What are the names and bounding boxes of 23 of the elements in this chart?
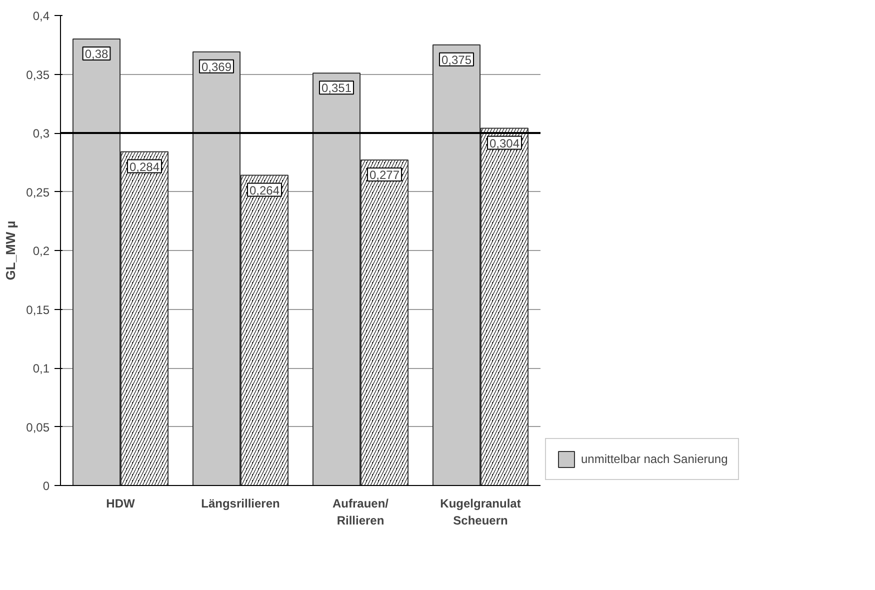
- y-tick-label: 0,05: [26, 420, 50, 434]
- data-label: 0,38: [84, 47, 109, 61]
- data-label: 0,277: [369, 168, 400, 182]
- y-tick-label: 0,1: [32, 362, 50, 376]
- data-label: 0,375: [441, 52, 472, 67]
- y-tick-label: 0,2: [32, 244, 50, 258]
- x-tick-label: Aufrauen/ Rillieren: [332, 496, 390, 528]
- x-tick-label: Kugelgranulat Scheuern: [440, 496, 521, 528]
- data-label: 0,369: [201, 60, 232, 74]
- y-tick-label: 0,3: [32, 126, 50, 140]
- y-tick-label: 0,15: [26, 302, 50, 317]
- data-label: 0,284: [129, 160, 160, 174]
- x-tick-label: HDW: [106, 496, 136, 510]
- y-tick-label: 0: [42, 479, 50, 493]
- y-axis-title: GL_MW µ: [3, 220, 18, 280]
- data-label: 0,304: [489, 136, 520, 150]
- legend-label: unmittelbar nach Sanierung: [581, 452, 728, 466]
- data-label: 0,351: [321, 81, 352, 96]
- y-tick-label: 0,35: [26, 68, 50, 82]
- data-label: 0,264: [249, 183, 280, 198]
- y-tick-label: 0,25: [26, 185, 50, 200]
- y-tick-label: 0,4: [32, 9, 50, 23]
- x-tick-label: Längsrillieren: [201, 496, 280, 510]
